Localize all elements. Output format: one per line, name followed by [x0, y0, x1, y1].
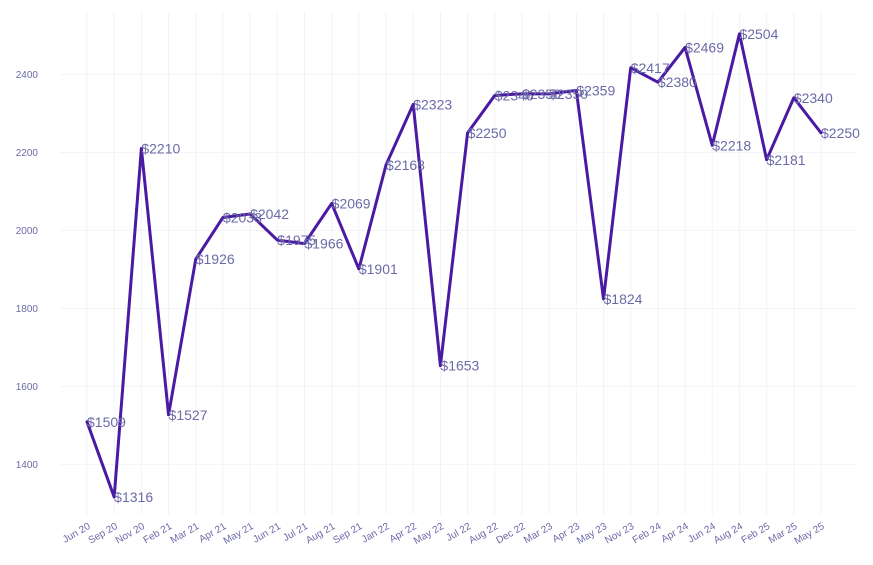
- x-tick-label: Nov 20: [114, 521, 147, 547]
- x-tick-label: Sep 20: [87, 521, 120, 547]
- data-label: $2181: [767, 152, 806, 168]
- data-label: $1901: [359, 261, 398, 277]
- data-label: $1509: [87, 414, 126, 430]
- data-label: $2323: [413, 96, 452, 112]
- data-label: $2340: [794, 90, 833, 106]
- y-axis: 1400 1600 1800 2000 2200 2400: [16, 70, 39, 471]
- data-label: $2359: [576, 82, 615, 98]
- x-tick-label: May 25: [793, 521, 827, 547]
- grid-lines: [60, 12, 856, 515]
- data-label: $2417: [631, 60, 670, 76]
- x-tick-label: Aug 24: [712, 521, 745, 547]
- series-line: [85, 32, 823, 499]
- data-label: $2469: [685, 39, 724, 55]
- data-label: $2380: [658, 74, 697, 90]
- data-label: $1316: [114, 489, 153, 505]
- y-tick-label: 2000: [16, 226, 39, 237]
- data-label: $2069: [332, 195, 371, 211]
- x-tick-label: Sep 21: [331, 521, 364, 547]
- y-tick-label: 1800: [16, 304, 39, 315]
- x-tick-label: Feb 21: [142, 521, 175, 546]
- x-tick-label: Feb 24: [631, 521, 664, 546]
- x-tick-label: Dec 22: [495, 521, 528, 547]
- data-label: $2350: [522, 86, 561, 102]
- x-tick-label: May 21: [222, 521, 256, 547]
- data-label: $2042: [250, 206, 289, 222]
- x-tick-label: Jun 21: [251, 521, 283, 546]
- x-tick-label: May 22: [412, 521, 446, 547]
- x-tick-label: Jun 24: [686, 521, 718, 546]
- data-label: $2033: [223, 209, 262, 225]
- x-tick-label: Jan 22: [360, 521, 392, 546]
- data-label: $2346: [495, 87, 534, 103]
- data-label: $2218: [712, 137, 751, 153]
- y-tick-label: 2200: [16, 148, 39, 159]
- x-tick-label: Aug 21: [304, 521, 337, 547]
- y-tick-label: 1400: [16, 460, 39, 471]
- y-tick-label: 1600: [16, 382, 39, 393]
- data-label: $1966: [304, 236, 343, 252]
- x-tick-label: Mar 21: [169, 521, 202, 546]
- y-tick-label: 2400: [16, 70, 39, 81]
- data-label: $2250: [821, 125, 860, 141]
- x-tick-label: Mar 23: [522, 521, 555, 546]
- x-tick-label: Apr 24: [660, 521, 691, 545]
- data-label: $2210: [141, 140, 180, 156]
- data-label: $1527: [169, 407, 208, 423]
- data-label: $2504: [739, 26, 778, 42]
- data-labels: $1509 $1316 $2210 $1527 $1926 $2033$2042 $1975…: [87, 26, 860, 505]
- x-tick-label: May 23: [575, 521, 609, 547]
- data-label: $2250: [468, 125, 507, 141]
- data-label: $1824: [604, 291, 643, 307]
- data-label: $1926: [196, 251, 235, 267]
- data-label: $2350: [549, 86, 588, 102]
- x-tick-label: Jun 20: [61, 521, 93, 546]
- data-label: $1975: [277, 232, 316, 248]
- x-tick-label: Nov 23: [603, 521, 636, 547]
- data-label: $1653: [440, 358, 479, 374]
- x-tick-label: Aug 22: [467, 521, 500, 547]
- data-label: $2168: [386, 157, 425, 173]
- x-tick-label: Feb 25: [740, 521, 773, 546]
